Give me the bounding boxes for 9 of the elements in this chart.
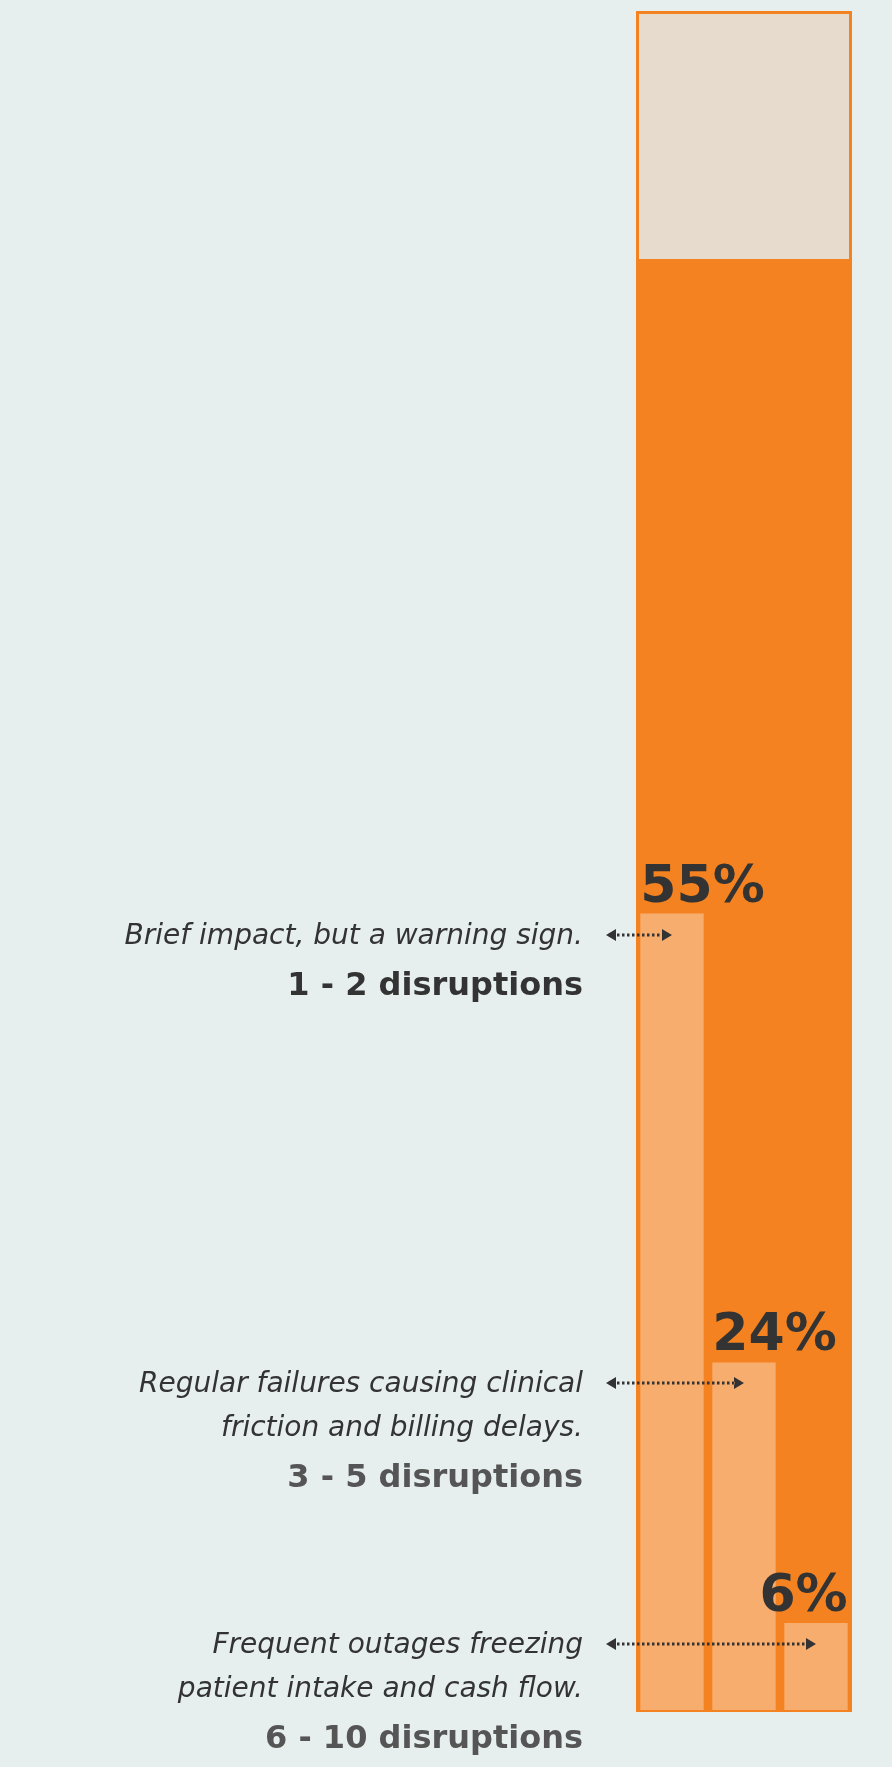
data-label: 55% xyxy=(640,853,765,914)
data-label: 24% xyxy=(712,1302,837,1363)
text: 1 - 2 disruptions xyxy=(286,963,583,1005)
text: 6 - 10 disruptions xyxy=(264,1717,583,1759)
text: Regular failures causing clinical friction and billing delays. xyxy=(138,1365,583,1446)
text: Brief impact, but a warning sign. xyxy=(123,916,583,953)
data-label: 6% xyxy=(759,1563,848,1624)
text: 3 - 5 disruptions xyxy=(286,1456,583,1498)
text: Frequent outages freezing patient intake and cash flow. xyxy=(176,1626,583,1707)
